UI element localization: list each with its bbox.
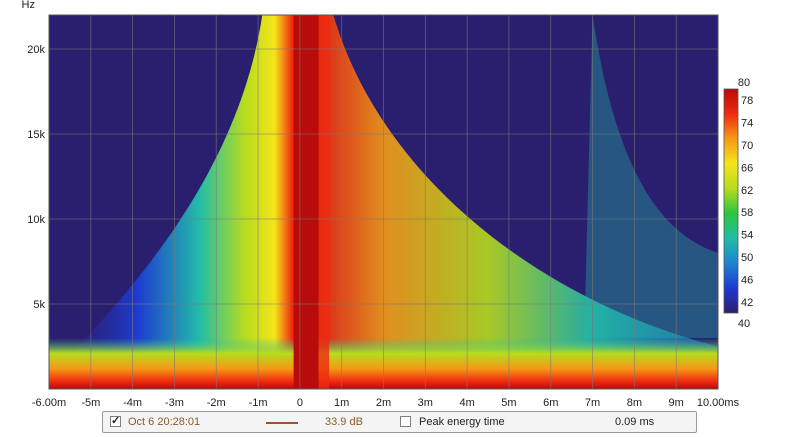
impulse-peak-band — [293, 15, 319, 389]
x-tick-label: -1m — [249, 397, 268, 409]
colorbar-tick-label: 78 — [741, 95, 753, 107]
colorbar-tick-label: 46 — [741, 274, 753, 286]
colorbar-tick-label: 74 — [741, 118, 753, 130]
legend-bar: Oct 6 20:28:01 33.9 dB Peak energy time … — [102, 411, 697, 433]
impulse-edge-band — [318, 15, 330, 389]
x-tick-label: 6m — [543, 397, 558, 409]
x-tick-label: 10.00ms — [697, 397, 740, 409]
colorbar-tick-label: 58 — [741, 207, 753, 219]
x-tick-label: 1m — [334, 397, 349, 409]
peak-energy-checkbox[interactable] — [400, 416, 411, 427]
colorbar — [723, 88, 739, 314]
spectrogram-chart: Hz 5k 10k 15k 20k -6.00m -5m -4m -3m -2m -1m 0 1m 2m 3… — [22, 0, 754, 409]
colorbar-min-label: 40 — [738, 318, 750, 330]
y-axis-label: Hz — [22, 0, 35, 11]
decay-region — [299, 15, 718, 389]
x-tick-label: -4m — [123, 397, 142, 409]
late-reflection-region — [584, 15, 718, 338]
series-visibility-checkbox[interactable] — [110, 414, 121, 427]
y-tick-label: 5k — [33, 299, 45, 311]
peak-energy-label: Peak energy time — [419, 416, 505, 428]
x-tick-label: 4m — [459, 397, 474, 409]
colorbar-max-label: 80 — [738, 77, 750, 89]
colorbar-tick-label: 50 — [741, 252, 753, 264]
x-tick-label: -3m — [165, 397, 184, 409]
y-tick-label: 10k — [27, 214, 45, 226]
x-tick-label: 0 — [297, 397, 303, 409]
colorbar-tick-label: 54 — [741, 230, 753, 242]
x-tick-label: 5m — [501, 397, 516, 409]
x-tick-label: -6.00m — [32, 397, 66, 409]
series-line-swatch — [266, 422, 298, 424]
colorbar-tick-label: 62 — [741, 185, 753, 197]
x-tick-label: 3m — [418, 397, 433, 409]
colorbar-tick-label: 70 — [741, 140, 753, 152]
y-tick-label: 20k — [27, 44, 45, 56]
colorbar-tick-label: 66 — [741, 162, 753, 174]
x-tick-label: -5m — [81, 397, 100, 409]
x-tick-label: -2m — [207, 397, 226, 409]
colorbar-tick-label: 42 — [741, 297, 753, 309]
series-level-value: 33.9 dB — [325, 416, 363, 428]
series-name: Oct 6 20:28:01 — [128, 416, 201, 428]
y-tick-label: 15k — [27, 129, 45, 141]
x-tick-label: 9m — [669, 397, 684, 409]
x-tick-label: 7m — [585, 397, 600, 409]
plot-border — [48, 14, 719, 390]
peak-energy-value: 0.09 ms — [615, 416, 655, 428]
pre-ringing-region — [49, 15, 300, 389]
x-tick-label: 2m — [376, 397, 391, 409]
x-tick-label: 8m — [627, 397, 642, 409]
